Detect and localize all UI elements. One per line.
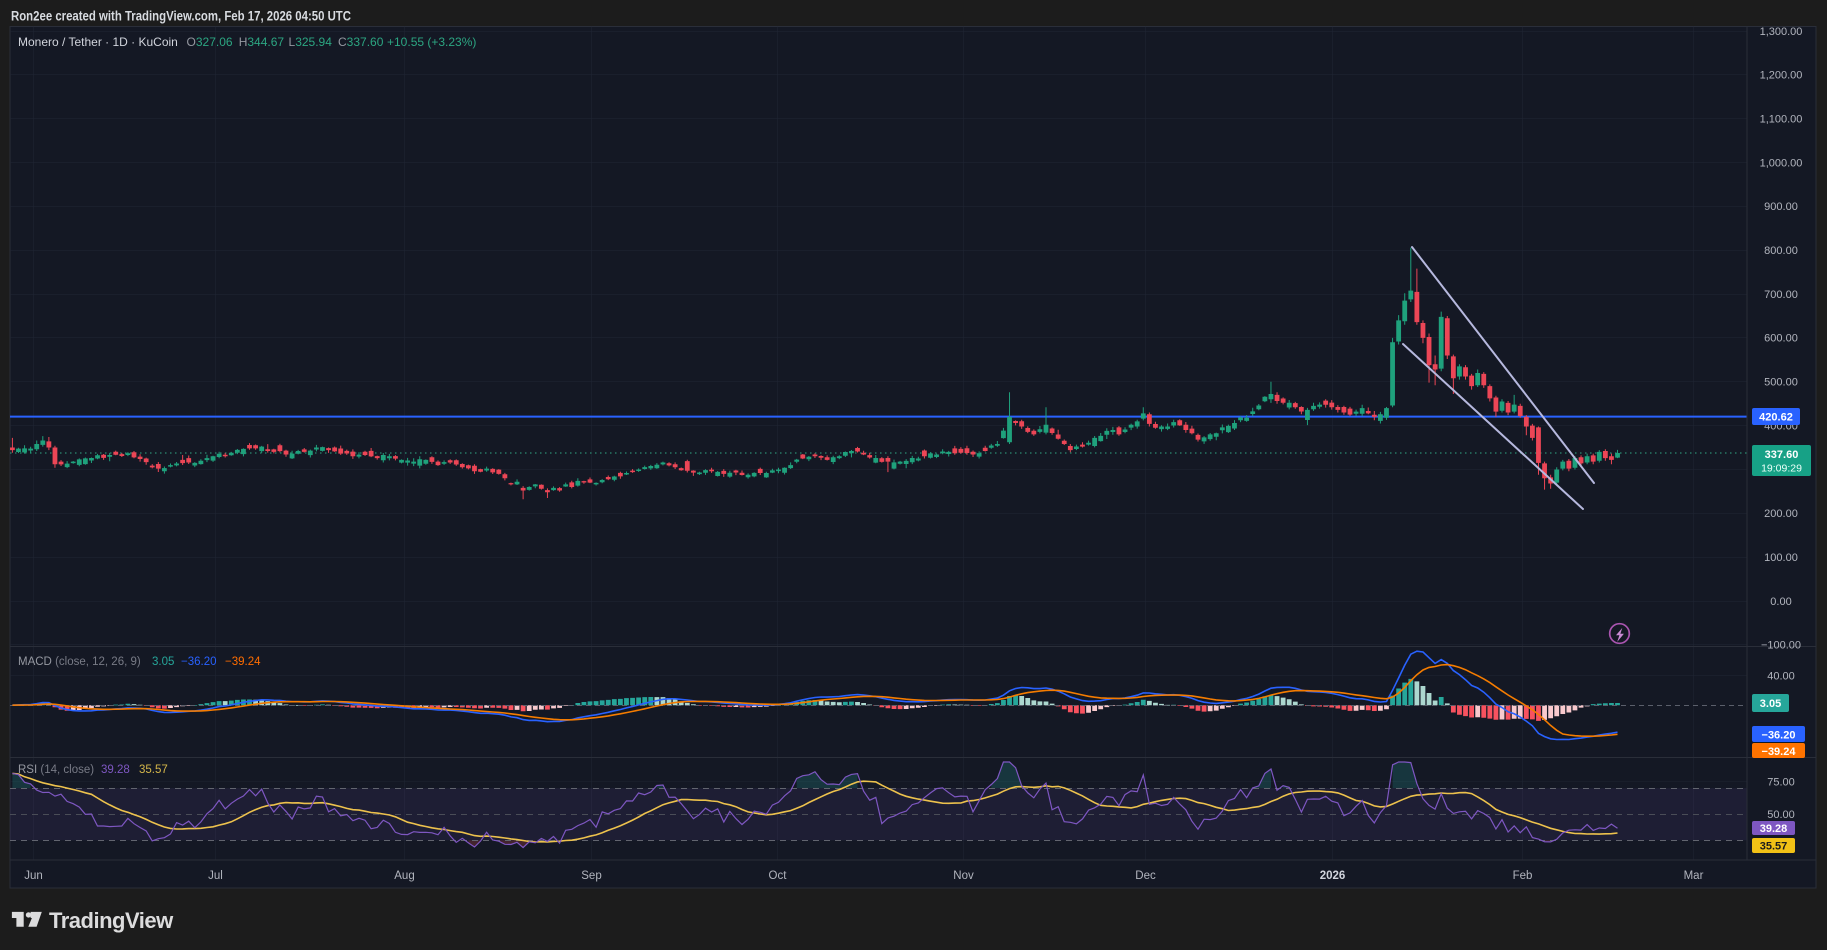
svg-text:700.00: 700.00: [1764, 289, 1798, 301]
svg-text:900.00: 900.00: [1764, 201, 1798, 213]
svg-text:200.00: 200.00: [1764, 508, 1798, 520]
svg-text:−36.20: −36.20: [1762, 729, 1796, 741]
svg-text:Dec: Dec: [1135, 870, 1156, 882]
svg-text:−39.24: −39.24: [225, 656, 261, 668]
svg-text:39.28: 39.28: [101, 764, 130, 776]
svg-text:1,300.00: 1,300.00: [1760, 26, 1803, 38]
svg-text:40.00: 40.00: [1767, 670, 1795, 682]
svg-text:Ron2ee created with TradingVie: Ron2ee created with TradingView.com, Feb…: [11, 8, 351, 23]
svg-text:Sep: Sep: [581, 870, 601, 882]
svg-text:3.05: 3.05: [1760, 698, 1781, 710]
svg-text:800.00: 800.00: [1764, 245, 1798, 257]
svg-text:MACD (close, 12, 26, 9): MACD (close, 12, 26, 9): [18, 656, 141, 668]
svg-text:2026: 2026: [1320, 870, 1346, 882]
svg-text:Monero / Tether · 1D · KuCoin: Monero / Tether · 1D · KuCoin: [18, 35, 178, 49]
svg-text:1,000.00: 1,000.00: [1760, 157, 1803, 169]
svg-text:100.00: 100.00: [1764, 552, 1798, 564]
svg-text:500.00: 500.00: [1764, 377, 1798, 389]
svg-text:3.05: 3.05: [152, 656, 174, 668]
svg-text:600.00: 600.00: [1764, 333, 1798, 345]
svg-text:−39.24: −39.24: [1762, 746, 1797, 758]
svg-text:Jun: Jun: [24, 870, 43, 882]
svg-text:1,200.00: 1,200.00: [1760, 70, 1803, 82]
svg-text:TradingView: TradingView: [49, 908, 174, 933]
svg-text:Mar: Mar: [1684, 870, 1704, 882]
svg-text:Nov: Nov: [953, 870, 974, 882]
svg-text:35.57: 35.57: [139, 764, 168, 776]
svg-text:50.00: 50.00: [1767, 809, 1795, 821]
svg-text:−36.20: −36.20: [181, 656, 217, 668]
svg-text:19:09:29: 19:09:29: [1761, 463, 1802, 475]
svg-text:Feb: Feb: [1513, 870, 1533, 882]
svg-text:0.00: 0.00: [1770, 596, 1791, 608]
svg-text:1,100.00: 1,100.00: [1760, 114, 1803, 126]
svg-text:75.00: 75.00: [1767, 776, 1795, 788]
svg-text:Jul: Jul: [208, 870, 223, 882]
svg-text:RSI (14, close): RSI (14, close): [18, 764, 94, 776]
svg-text:Aug: Aug: [394, 870, 414, 882]
svg-text:39.28: 39.28: [1760, 823, 1788, 835]
svg-text:337.60: 337.60: [1765, 449, 1799, 461]
svg-text:−100.00: −100.00: [1761, 640, 1801, 652]
svg-text:35.57: 35.57: [1760, 841, 1788, 853]
svg-text:420.62: 420.62: [1759, 412, 1793, 424]
svg-text:Oct: Oct: [769, 870, 788, 882]
